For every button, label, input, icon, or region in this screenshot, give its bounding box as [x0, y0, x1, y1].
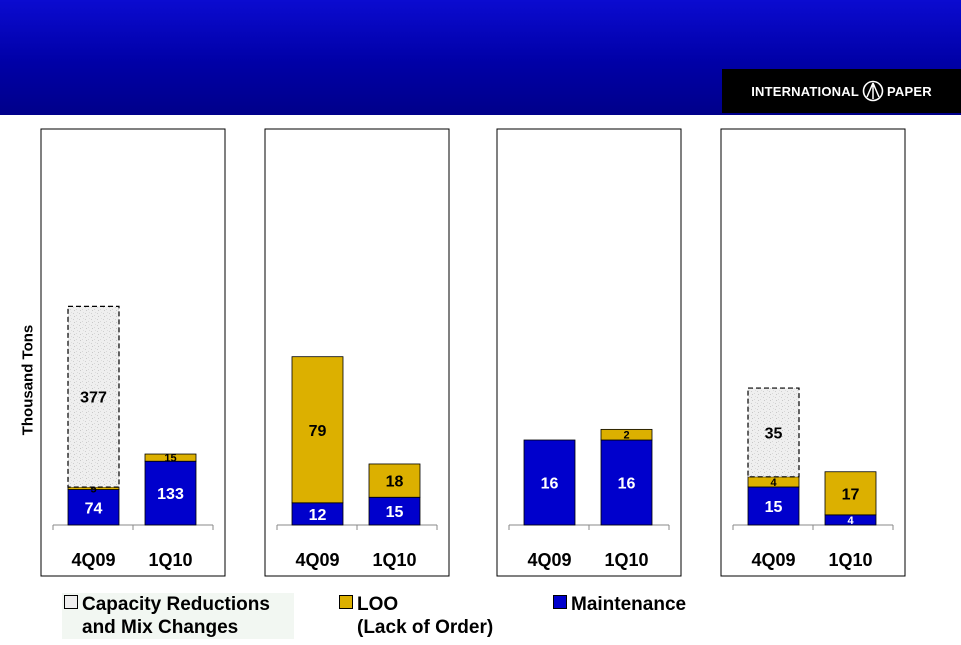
data-label-maintenance-1q10-1: 133 [157, 486, 184, 503]
logo-text-left: INTERNATIONAL [751, 83, 859, 99]
legend-capacity: Capacity Reductions and Mix Changes [62, 593, 294, 639]
legend-capacity-swatch [64, 595, 78, 609]
legend-loo: LOO (Lack of Order) [339, 593, 509, 639]
bar-capacity-4q09-4 [747, 387, 800, 478]
logo-text-right: PAPER [886, 83, 932, 99]
data-label-maintenance-4q09-4: 15 [765, 499, 783, 516]
logo-mark-icon [862, 80, 884, 102]
data-label-loo-4q09-4: 4 [770, 477, 777, 489]
company-logo: INTERNATIONAL PAPER [722, 69, 961, 113]
x-tick-label-4q09-2: 4Q09 [295, 550, 339, 570]
bar-maintenance-4q09-3 [523, 439, 576, 526]
legend-loo-label-2: (Lack of Order) [357, 617, 494, 638]
data-label-maintenance-1q10-3: 16 [618, 476, 636, 493]
legend-loo-swatch [339, 595, 353, 609]
bar-loo-1q10-4 [824, 471, 877, 516]
bar-loo-1q10-3 [600, 428, 653, 441]
bar-maintenance-4q09-4 [747, 486, 800, 526]
bar-loo-1q10-2 [368, 463, 421, 498]
data-label-capacity-4q09-1: 377 [80, 390, 107, 407]
data-label-maintenance-4q09-3: 16 [541, 476, 559, 493]
data-label-capacity-4q09-4: 35 [765, 425, 783, 442]
data-label-loo-1q10-3: 2 [623, 430, 629, 442]
legend-capacity-label-1: Capacity Reductions [82, 594, 270, 615]
data-label-loo-4q09-1: 5 [90, 483, 96, 495]
data-label-maintenance-4q09-1: 74 [85, 500, 103, 517]
data-label-maintenance-4q09-2: 12 [309, 507, 327, 524]
x-tick-label-1q10-4: 1Q10 [828, 550, 872, 570]
x-tick-label-1q10-1: 1Q10 [148, 550, 192, 570]
bar-maintenance-1q10-1 [144, 460, 197, 526]
legend-maintenance-label: Maintenance [571, 594, 687, 615]
data-label-maintenance-1q10-4: 4 [847, 515, 854, 527]
data-label-loo-1q10-2: 18 [386, 474, 404, 491]
bar-loo-4q09-2 [291, 356, 344, 504]
data-label-loo-4q09-2: 79 [309, 423, 327, 440]
data-label-maintenance-1q10-2: 15 [386, 504, 404, 521]
legend-capacity-label-2: and Mix Changes [82, 617, 239, 638]
bar-loo-1q10-1 [144, 453, 197, 462]
x-tick-label-1q10-2: 1Q10 [372, 550, 416, 570]
data-label-loo-1q10-4: 17 [842, 486, 860, 503]
legend-maintenance-swatch [553, 595, 567, 609]
x-tick-label-4q09-4: 4Q09 [751, 550, 795, 570]
legend-maintenance: Maintenance [553, 593, 686, 616]
bar-capacity-4q09-1 [67, 305, 120, 488]
x-tick-label-4q09-1: 4Q09 [71, 550, 115, 570]
bar-maintenance-4q09-1 [67, 489, 120, 526]
data-label-loo-1q10-1: 15 [164, 453, 176, 465]
x-tick-label-4q09-3: 4Q09 [527, 550, 571, 570]
bar-maintenance-1q10-3 [600, 439, 653, 526]
x-tick-label-1q10-3: 1Q10 [604, 550, 648, 570]
legend-loo-label-1: LOO [357, 594, 399, 615]
